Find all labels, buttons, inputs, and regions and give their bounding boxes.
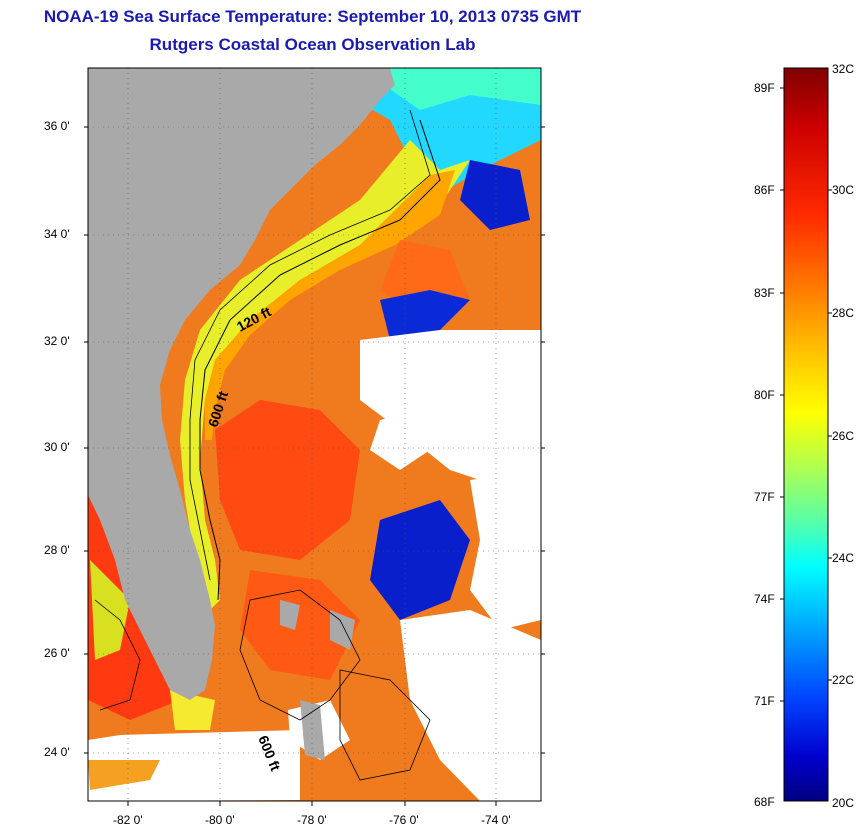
x-tick-label: -78 0'	[297, 813, 327, 827]
colorbar-f-label: 74F	[754, 592, 775, 606]
colorbar-c-label: 20C	[832, 796, 855, 810]
colorbar-f-label: 71F	[754, 694, 775, 708]
y-tick-label: 34 0'	[44, 227, 70, 241]
y-tick-label: 28 0'	[44, 543, 70, 557]
x-tick-label: -82 0'	[113, 813, 143, 827]
colorbar-c-label: 22C	[832, 673, 855, 687]
colorbar-f-label: 68F	[754, 795, 775, 809]
y-tick-label: 32 0'	[44, 334, 70, 348]
colorbar	[783, 67, 829, 802]
y-tick-label: 30 0'	[44, 440, 70, 454]
map-subtitle: Rutgers Coastal Ocean Observation Lab	[149, 35, 476, 54]
x-tick-label: -76 0'	[389, 813, 419, 827]
map-frame	[87, 67, 542, 802]
y-tick-label: 26 0'	[44, 646, 70, 660]
y-tick-label: 36 0'	[44, 119, 70, 133]
colorbar-c-label: 26C	[832, 429, 855, 443]
colorbar-f-label: 89F	[754, 81, 775, 95]
x-tick-label: -80 0'	[205, 813, 235, 827]
colorbar-c-label: 24C	[832, 551, 855, 565]
colorbar-f-label: 83F	[754, 286, 775, 300]
colorbar-c-label: 32C	[832, 62, 855, 76]
map-title: NOAA-19 Sea Surface Temperature: Septemb…	[43, 7, 582, 26]
colorbar-c-label: 28C	[832, 306, 855, 320]
colorbar-f-label: 77F	[754, 490, 775, 504]
colorbar-f-label: 80F	[754, 388, 775, 402]
y-tick-label: 24 0'	[44, 745, 70, 759]
sst-field	[88, 68, 541, 801]
colorbar-f-label: 86F	[754, 183, 775, 197]
colorbar-c-label: 30C	[832, 183, 855, 197]
land-mass	[88, 68, 395, 700]
x-tick-label: -74 0'	[481, 813, 511, 827]
